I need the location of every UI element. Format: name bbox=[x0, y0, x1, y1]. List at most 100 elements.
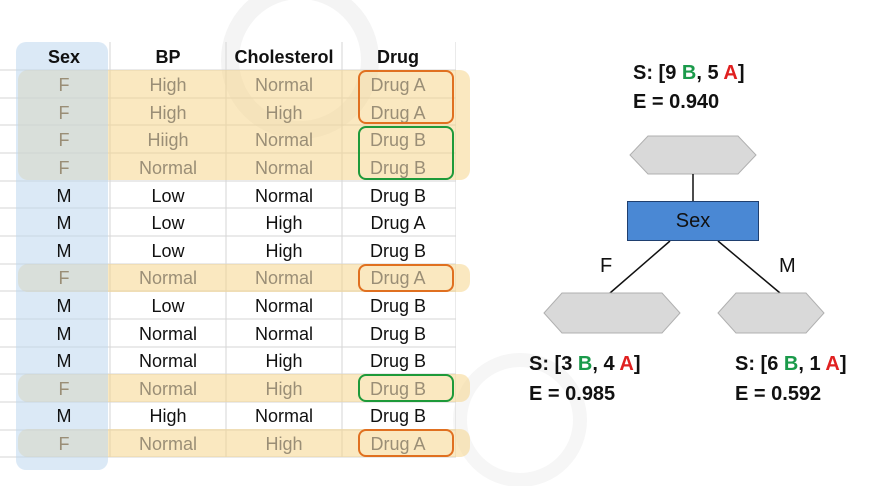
header-cholesterol: Cholesterol bbox=[234, 46, 334, 67]
cell-drug: Drug B bbox=[369, 185, 427, 206]
data-table: Sex BP Cholesterol Drug F High Normal Drug … bbox=[18, 42, 454, 458]
cell-bp: Normal bbox=[138, 158, 197, 179]
cell-sex: F bbox=[58, 158, 70, 179]
cell-bp: High bbox=[149, 75, 187, 96]
cell-sex: M bbox=[56, 185, 72, 206]
cell-drug: Drug B bbox=[369, 296, 427, 317]
right-leaf-sample-counts: S: [6 B, 1 A] bbox=[735, 353, 847, 376]
right-separator: , 1 bbox=[798, 353, 826, 375]
drug-b-outline bbox=[358, 126, 454, 180]
cell-bp: Hiigh bbox=[147, 130, 189, 151]
root-entropy: E = 0.940 bbox=[633, 91, 720, 113]
cell-sex: F bbox=[58, 434, 70, 455]
table-row: M High Normal Drug B bbox=[18, 403, 454, 431]
cell-cholesterol: High bbox=[265, 102, 303, 123]
cell-bp: Normal bbox=[138, 434, 197, 455]
cell-drug: Drug B bbox=[369, 351, 427, 372]
table-row: F Normal High Drug A bbox=[18, 431, 454, 459]
cell-cholesterol: High bbox=[265, 434, 303, 455]
header-sex: Sex bbox=[47, 46, 81, 67]
table-row: M Low Normal Drug B bbox=[18, 182, 454, 210]
table-row: M Low High Drug A bbox=[18, 210, 454, 238]
branch-label-f: F bbox=[600, 255, 613, 277]
header-row: Sex BP Cholesterol Drug bbox=[18, 42, 454, 72]
edge-f bbox=[609, 240, 671, 294]
cell-sex: M bbox=[56, 351, 72, 372]
cell-bp: Normal bbox=[138, 378, 197, 399]
root-s-prefix: S: [9 bbox=[633, 62, 682, 84]
edge-m bbox=[717, 240, 781, 294]
cell-bp: Normal bbox=[138, 351, 197, 372]
cell-drug: Drug B bbox=[369, 240, 427, 261]
table-row: F Normal High Drug B bbox=[18, 376, 454, 404]
cell-sex: M bbox=[56, 406, 72, 427]
cell-drug: Drug B bbox=[369, 130, 427, 151]
left-s-prefix: S: [3 bbox=[529, 353, 578, 375]
table-row: F High High Drug A bbox=[18, 100, 454, 128]
tree-shapes bbox=[543, 135, 825, 334]
right-a-label: A bbox=[825, 353, 840, 375]
root-sample-counts: S: [9 B, 5 A] bbox=[633, 62, 745, 85]
cell-cholesterol: Normal bbox=[254, 185, 313, 206]
cell-bp: Normal bbox=[138, 323, 197, 344]
sex-split-node: Sex bbox=[627, 201, 759, 241]
cell-cholesterol: Normal bbox=[254, 323, 313, 344]
right-suffix: ] bbox=[839, 353, 847, 375]
cell-cholesterol: High bbox=[265, 378, 303, 399]
left-suffix: ] bbox=[633, 353, 641, 375]
table-row: M Low High Drug B bbox=[18, 238, 454, 266]
root-node-hexagon bbox=[629, 135, 757, 175]
cell-bp: Low bbox=[151, 296, 185, 317]
left-separator: , 4 bbox=[592, 353, 620, 375]
cell-cholesterol: Normal bbox=[254, 158, 313, 179]
cell-sex: F bbox=[58, 268, 70, 289]
cell-drug: Drug A bbox=[370, 102, 426, 123]
drug-b-outline bbox=[358, 374, 454, 402]
cell-drug: Drug A bbox=[370, 213, 426, 234]
left-leaf-hexagon bbox=[543, 292, 681, 334]
sex-column-highlight bbox=[16, 42, 108, 470]
cell-sex: F bbox=[58, 378, 70, 399]
cell-bp: Low bbox=[151, 213, 185, 234]
table-row: M Low Normal Drug B bbox=[18, 293, 454, 321]
cell-sex: F bbox=[58, 102, 70, 123]
drug-a-outline bbox=[358, 264, 454, 292]
cell-bp: High bbox=[149, 406, 187, 427]
root-b-label: B bbox=[681, 62, 697, 84]
header-bp: BP bbox=[155, 46, 181, 67]
cell-bp: Low bbox=[151, 185, 185, 206]
cell-cholesterol: Normal bbox=[254, 130, 313, 151]
left-leaf-entropy: E = 0.985 bbox=[529, 383, 616, 405]
table-row: F Normal Normal Drug B bbox=[18, 155, 454, 183]
cell-bp: Normal bbox=[138, 268, 197, 289]
cell-drug: Drug A bbox=[370, 268, 426, 289]
root-a-label: A bbox=[723, 62, 738, 84]
right-s-prefix: S: [6 bbox=[735, 353, 784, 375]
right-b-label: B bbox=[783, 353, 799, 375]
branch-label-m: M bbox=[779, 255, 796, 277]
table-row: F High Normal Drug A bbox=[18, 72, 454, 100]
cell-cholesterol: Normal bbox=[254, 75, 313, 96]
cell-bp: High bbox=[149, 102, 187, 123]
root-separator: , 5 bbox=[696, 62, 724, 84]
drug-a-outline bbox=[358, 429, 454, 457]
cell-sex: M bbox=[56, 296, 72, 317]
right-leaf-entropy: E = 0.592 bbox=[735, 383, 822, 405]
table-row: F Normal Normal Drug A bbox=[18, 265, 454, 293]
cell-cholesterol: High bbox=[265, 240, 303, 261]
root-suffix: ] bbox=[737, 62, 745, 84]
right-leaf-hexagon bbox=[717, 292, 825, 334]
left-a-label: A bbox=[619, 353, 634, 375]
cell-drug: Drug B bbox=[369, 323, 427, 344]
cell-cholesterol: Normal bbox=[254, 406, 313, 427]
table-row: M Normal Normal Drug B bbox=[18, 320, 454, 348]
cell-sex: F bbox=[58, 75, 70, 96]
table-row: F Hiigh Normal Drug B bbox=[18, 127, 454, 155]
drug-a-outline bbox=[358, 70, 454, 124]
cell-bp: Low bbox=[151, 240, 185, 261]
cell-cholesterol: Normal bbox=[254, 296, 313, 317]
cell-drug: Drug A bbox=[370, 75, 426, 96]
left-b-label: B bbox=[577, 353, 593, 375]
cell-drug: Drug B bbox=[369, 158, 427, 179]
cell-cholesterol: High bbox=[265, 213, 303, 234]
